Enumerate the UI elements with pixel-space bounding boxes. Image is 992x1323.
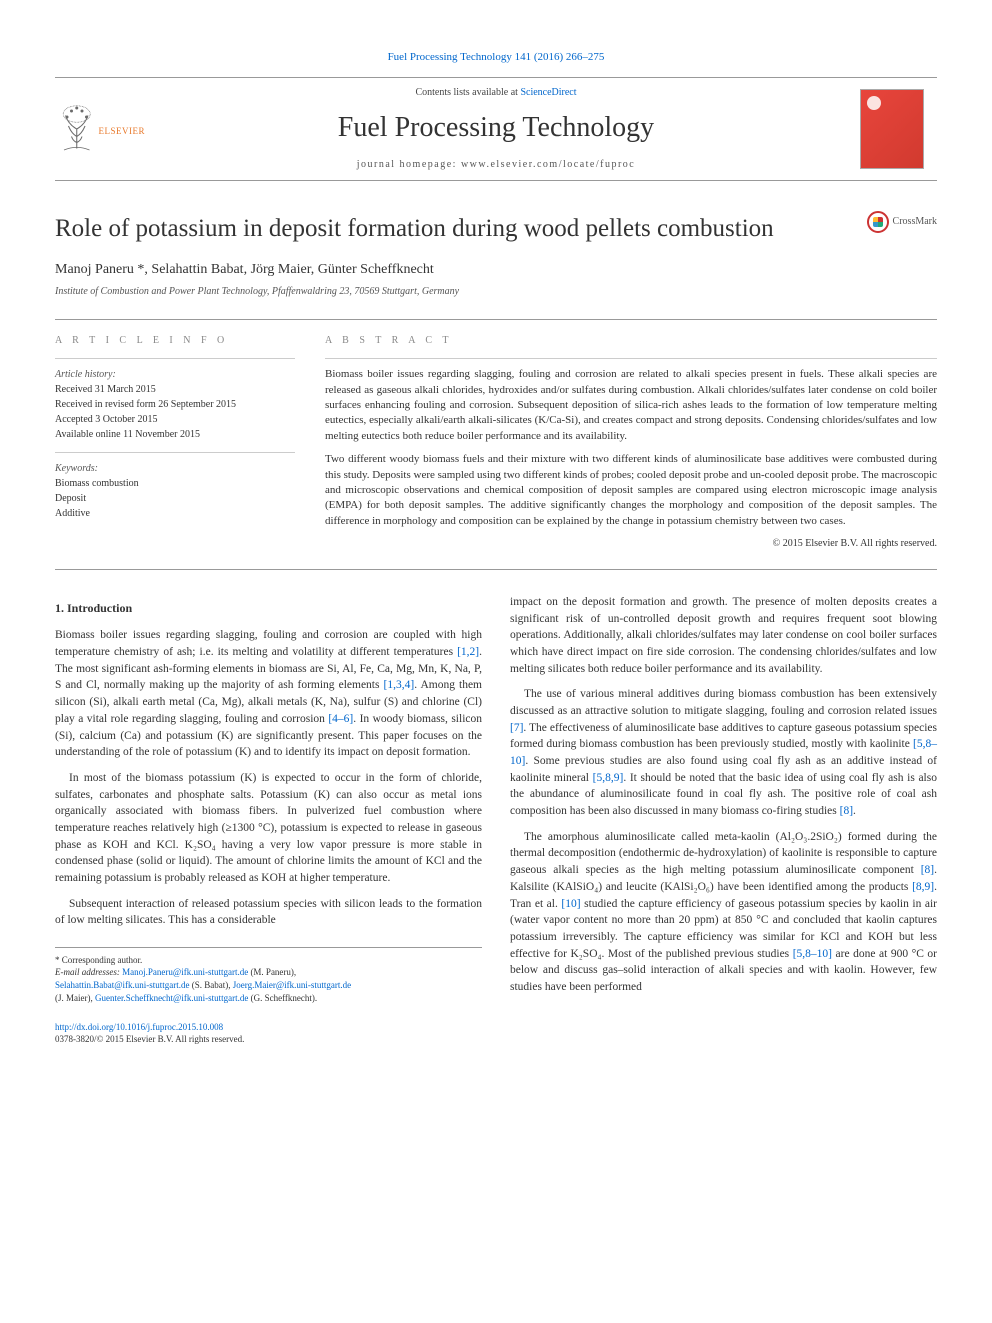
- journal-title: Fuel Processing Technology: [145, 108, 847, 147]
- article-info-label: A R T I C L E I N F O: [55, 334, 295, 348]
- keyword: Deposit: [55, 491, 295, 506]
- journal-homepage: journal homepage: www.elsevier.com/locat…: [145, 158, 847, 172]
- ref-link[interactable]: [8]: [921, 864, 934, 876]
- abstract-para: Two different woody biomass fuels and th…: [325, 452, 937, 529]
- publisher-name: ELSEVIER: [99, 125, 146, 138]
- text-run: (S. Babat),: [190, 980, 233, 990]
- email-link[interactable]: Joerg.Maier@ifk.uni-stuttgart.de: [233, 980, 351, 990]
- text-run: (M. Paneru),: [248, 967, 296, 977]
- ref-link[interactable]: [5,8–10]: [793, 948, 832, 960]
- history-header: Article history:: [55, 367, 295, 382]
- text-run: The amorphous aluminosilicate called met…: [510, 831, 937, 876]
- keyword: Biomass combustion: [55, 476, 295, 491]
- page-footer: http://dx.doi.org/10.1016/j.fuproc.2015.…: [55, 1021, 937, 1046]
- abstract-column: A B S T R A C T Biomass boiler issues re…: [325, 334, 937, 551]
- body-para: impact on the deposit formation and grow…: [510, 594, 937, 677]
- article-info-column: A R T I C L E I N F O Article history: R…: [55, 334, 295, 551]
- corresponding-author: * Corresponding author.: [55, 954, 482, 967]
- contents-prefix: Contents lists available at: [415, 87, 520, 98]
- doi-link[interactable]: http://dx.doi.org/10.1016/j.fuproc.2015.…: [55, 1022, 223, 1032]
- text-run: . The effectiveness of aluminosilicate b…: [510, 722, 937, 751]
- email-line: (J. Maier), Guenter.Scheffknecht@ifk.uni…: [55, 992, 482, 1005]
- citation-link[interactable]: Fuel Processing Technology 141 (2016) 26…: [388, 51, 605, 63]
- ref-link[interactable]: [1,2]: [457, 646, 479, 658]
- body-two-column: 1. Introduction Biomass boiler issues re…: [55, 594, 937, 1004]
- abstract-para: Biomass boiler issues regarding slagging…: [325, 367, 937, 444]
- email-line: E-mail addresses: Manoj.Paneru@ifk.uni-s…: [55, 966, 482, 979]
- email-line: Selahattin.Babat@ifk.uni-stuttgart.de (S…: [55, 979, 482, 992]
- ref-link[interactable]: [1,3,4]: [384, 679, 415, 691]
- body-para: Subsequent interaction of released potas…: [55, 896, 482, 929]
- ref-link[interactable]: [4–6]: [328, 713, 353, 725]
- homepage-prefix: journal homepage:: [357, 159, 461, 170]
- footnotes: * Corresponding author. E-mail addresses…: [55, 947, 482, 1004]
- revised-date: Received in revised form 26 September 20…: [55, 397, 295, 412]
- email-label: E-mail addresses:: [55, 967, 122, 977]
- author-list: Manoj Paneru *, Selahattin Babat, Jörg M…: [55, 260, 937, 280]
- article-title: Role of potassium in deposit formation d…: [55, 211, 937, 246]
- body-para: The use of various mineral additives dur…: [510, 686, 937, 819]
- received-date: Received 31 March 2015: [55, 382, 295, 397]
- abstract-label: A B S T R A C T: [325, 334, 937, 348]
- crossmark-label: CrossMark: [893, 215, 937, 229]
- issn-copyright: 0378-3820/© 2015 Elsevier B.V. All right…: [55, 1033, 937, 1046]
- ref-link[interactable]: [10]: [561, 898, 580, 910]
- cover-thumb-area: [847, 89, 937, 169]
- ref-link[interactable]: [7]: [510, 722, 523, 734]
- body-para: Biomass boiler issues regarding slagging…: [55, 627, 482, 760]
- accepted-date: Accepted 3 October 2015: [55, 412, 295, 427]
- text-run: The use of various mineral additives dur…: [510, 688, 937, 717]
- ref-link[interactable]: [5,8,9]: [593, 772, 624, 784]
- email-link[interactable]: Manoj.Paneru@ifk.uni-stuttgart.de: [122, 967, 248, 977]
- ref-link[interactable]: [8,9]: [912, 881, 934, 893]
- publisher-logo-area: ELSEVIER: [55, 95, 145, 163]
- abstract-copyright: © 2015 Elsevier B.V. All rights reserved…: [325, 537, 937, 551]
- email-link[interactable]: Guenter.Scheffknecht@ifk.uni-stuttgart.d…: [95, 993, 248, 1003]
- section-heading: 1. Introduction: [55, 600, 482, 617]
- elsevier-tree-icon: [55, 95, 99, 163]
- journal-cover-icon: [860, 89, 924, 169]
- affiliation: Institute of Combustion and Power Plant …: [55, 285, 937, 299]
- sciencedirect-link[interactable]: ScienceDirect: [520, 87, 576, 98]
- keyword: Additive: [55, 506, 295, 521]
- online-date: Available online 11 November 2015: [55, 427, 295, 442]
- email-link[interactable]: Selahattin.Babat@ifk.uni-stuttgart.de: [55, 980, 190, 990]
- contents-available: Contents lists available at ScienceDirec…: [145, 86, 847, 100]
- text-run: (G. Scheffknecht).: [248, 993, 317, 1003]
- ref-link[interactable]: [8]: [840, 805, 853, 817]
- body-para: The amorphous aluminosilicate called met…: [510, 829, 937, 996]
- keywords-header: Keywords:: [55, 461, 295, 476]
- crossmark-badge[interactable]: CrossMark: [867, 211, 937, 233]
- text-run: Biomass boiler issues regarding slagging…: [55, 629, 482, 658]
- citation-header: Fuel Processing Technology 141 (2016) 26…: [55, 50, 937, 65]
- crossmark-icon: [867, 211, 889, 233]
- body-para: In most of the biomass potassium (K) is …: [55, 770, 482, 887]
- text-run: (J. Maier),: [55, 993, 95, 1003]
- text-run: .: [853, 805, 856, 817]
- masthead: ELSEVIER Contents lists available at Sci…: [55, 77, 937, 180]
- homepage-url[interactable]: www.elsevier.com/locate/fuproc: [461, 159, 635, 170]
